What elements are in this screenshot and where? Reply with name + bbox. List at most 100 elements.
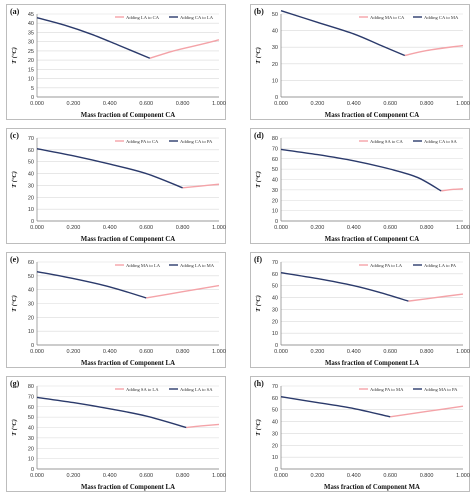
x-tick-label: 0.600 xyxy=(383,473,397,479)
series-line xyxy=(408,293,464,302)
series-line xyxy=(441,188,464,192)
y-tick-label: 50 xyxy=(28,274,34,280)
x-tick-label: 0.200 xyxy=(67,473,81,479)
chart-svg: 0 5 10 15 20 25 30 35 40 45 0.000 0.200 0.400 0.600 0.… xyxy=(10,7,226,119)
legend-label: Adding PA to CA xyxy=(126,139,159,144)
y-tick-label: 10 xyxy=(28,207,34,213)
y-tick-label: 40 xyxy=(28,288,34,294)
panel-label: (b) xyxy=(254,7,264,16)
y-tick-label: 15 xyxy=(28,67,34,73)
x-tick-label: 0.000 xyxy=(274,473,288,479)
panel-label: (f) xyxy=(254,255,262,264)
y-tick-label: 30 xyxy=(272,431,278,437)
y-tick-label: 60 xyxy=(272,157,278,163)
y-tick-label: 10 xyxy=(272,78,278,84)
y-tick-label: 50 xyxy=(28,415,34,421)
chart-panel: 0 10 20 30 40 50 60 0.000 0.200 0.400 0.600 0.800 1.… xyxy=(6,252,226,368)
y-tick-label: 70 xyxy=(28,394,34,400)
y-tick-label: 40 xyxy=(272,420,278,426)
series-line xyxy=(280,10,406,57)
y-tick-label: 50 xyxy=(272,408,278,414)
legend-label: Adding MA to PA xyxy=(424,387,458,392)
x-tick-label: 0.000 xyxy=(274,349,288,355)
y-tick-label: 20 xyxy=(28,446,34,452)
y-tick-label: 80 xyxy=(28,384,34,390)
panel-label: (g) xyxy=(10,379,20,388)
x-axis-label: Mass fraction of Component CA xyxy=(81,112,175,119)
x-tick-label: 0.400 xyxy=(347,473,361,479)
y-tick-label: 20 xyxy=(272,198,278,204)
x-tick-label: 0.200 xyxy=(311,349,325,355)
y-tick-label: 60 xyxy=(272,272,278,278)
panel-label: (d) xyxy=(254,131,264,140)
series-line xyxy=(36,270,147,299)
series-line xyxy=(36,147,183,189)
y-tick-label: 50 xyxy=(272,12,278,18)
x-axis-label: Mass fraction of Component MA xyxy=(324,484,420,491)
x-tick-label: 0.400 xyxy=(103,473,117,479)
y-tick-label: 35 xyxy=(28,30,34,36)
y-tick-label: 45 xyxy=(28,12,34,18)
series-line xyxy=(390,405,464,418)
legend-label: Adding LA to CA xyxy=(126,15,160,20)
y-tick-label: 25 xyxy=(28,49,34,55)
y-tick-label: 30 xyxy=(28,436,34,442)
y-tick-label: 10 xyxy=(272,455,278,461)
legend-label: Adding CA to PA xyxy=(180,139,213,144)
y-tick-label: 70 xyxy=(28,136,34,142)
legend-label: Adding LA to MA xyxy=(180,263,215,268)
x-tick-label: 0.800 xyxy=(176,225,190,231)
x-tick-label: 0.600 xyxy=(139,225,153,231)
y-tick-label: 10 xyxy=(272,209,278,215)
legend-label: Adding MA to LA xyxy=(126,263,161,268)
x-tick-label: 0.200 xyxy=(311,225,325,231)
x-tick-label: 0.800 xyxy=(420,101,434,107)
series-line xyxy=(36,17,151,59)
y-tick-label: 40 xyxy=(28,21,34,27)
y-tick-label: 70 xyxy=(272,260,278,266)
y-tick-label: 40 xyxy=(272,178,278,184)
y-tick-label: 70 xyxy=(272,146,278,152)
x-tick-label: 0.400 xyxy=(103,101,117,107)
y-tick-label: 40 xyxy=(272,296,278,302)
x-tick-label: 0.200 xyxy=(67,101,81,107)
chart-panel: 0 10 20 30 40 50 60 70 0.000 0.200 0.400 0.600 0.800… xyxy=(6,128,226,244)
chart-svg: 0 10 20 30 40 50 60 70 0.000 0.200 0.400 0.600 0.800… xyxy=(254,379,470,491)
y-tick-label: 30 xyxy=(28,40,34,46)
y-tick-label: 40 xyxy=(272,29,278,35)
x-tick-label: 0.200 xyxy=(67,225,81,231)
x-tick-label: 0.600 xyxy=(383,349,397,355)
x-tick-label: 0.400 xyxy=(347,225,361,231)
chart-svg: 0 10 20 30 40 50 60 70 80 0.000 0.200 0.400 0.600 0.8… xyxy=(10,379,226,491)
x-tick-label: 0.400 xyxy=(103,349,117,355)
y-tick-label: 10 xyxy=(28,329,34,335)
x-tick-label: 0.000 xyxy=(30,101,44,107)
x-tick-label: 0.800 xyxy=(176,349,190,355)
x-tick-label: 0.800 xyxy=(176,473,190,479)
y-tick-label: 40 xyxy=(28,172,34,178)
x-axis-label: Mass fraction of Component CA xyxy=(81,236,175,243)
series-line xyxy=(280,395,391,418)
chart-svg: 0 10 20 30 40 50 60 0.000 0.200 0.400 0.600 0.800 1.… xyxy=(10,255,226,367)
legend-label: Adding CA to SA xyxy=(424,139,457,144)
y-tick-label: 60 xyxy=(28,405,34,411)
y-tick-label: 70 xyxy=(272,384,278,390)
x-axis-label: Mass fraction of Component CA xyxy=(325,236,419,243)
x-tick-label: 0.000 xyxy=(274,101,288,107)
y-tick-label: 50 xyxy=(28,160,34,166)
y-tick-label: 30 xyxy=(28,183,34,189)
chart-panel: 0 10 20 30 40 50 0.000 0.200 0.400 0.600 0.800 1.00… xyxy=(250,4,470,120)
legend-label: Adding SA to CA xyxy=(370,139,403,144)
chart-panel: 0 10 20 30 40 50 60 70 80 0.000 0.200 0.400 0.600 0.8… xyxy=(6,376,226,492)
y-tick-label: 60 xyxy=(28,260,34,266)
legend-label: Adding MA to CA xyxy=(370,15,405,20)
y-tick-label: 60 xyxy=(272,396,278,402)
y-tick-label: 20 xyxy=(28,315,34,321)
chart-panel: 0 5 10 15 20 25 30 35 40 45 0.000 0.200 0.400 0.600 0.… xyxy=(6,4,226,120)
x-tick-label: 0.800 xyxy=(420,349,434,355)
y-tick-label: 0 xyxy=(275,95,278,101)
chart-panel: 0 10 20 30 40 50 60 70 0.000 0.200 0.400 0.600 0.800… xyxy=(250,376,470,492)
y-tick-label: 5 xyxy=(31,86,34,92)
y-tick-label: 0 xyxy=(31,95,34,101)
